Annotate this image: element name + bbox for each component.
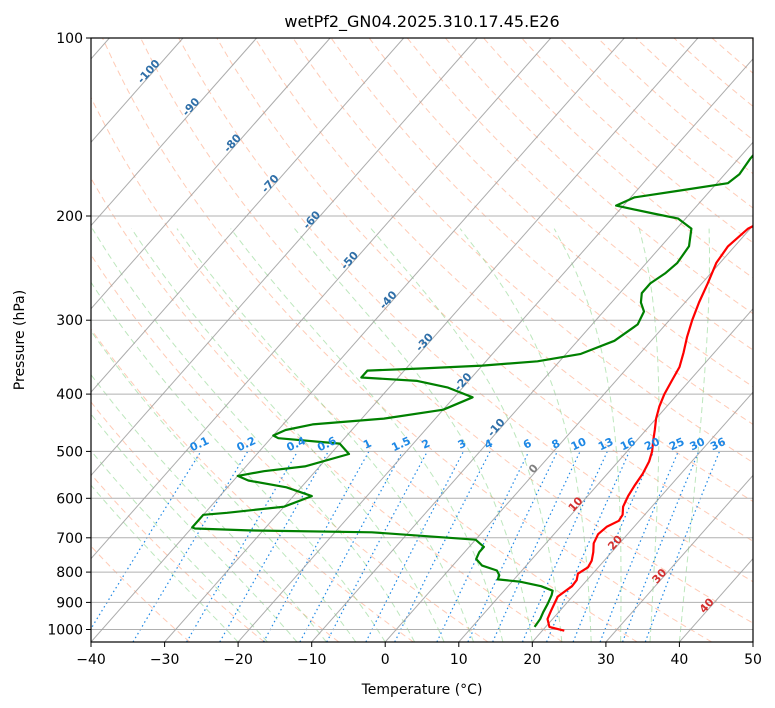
dry-adiabat-line bbox=[91, 401, 340, 642]
isotherm-line bbox=[311, 141, 753, 642]
x-tick-label: −30 bbox=[150, 652, 180, 668]
x-tick-label: 40 bbox=[670, 652, 688, 668]
x-tick-label: 10 bbox=[450, 652, 468, 668]
y-tick-label: 600 bbox=[56, 491, 83, 507]
isotherm-line bbox=[91, 38, 552, 560]
isotherm-line bbox=[91, 38, 405, 393]
dry-adiabat-line bbox=[91, 254, 489, 642]
dry-adiabat-line bbox=[330, 38, 753, 425]
x-tick-label: −10 bbox=[297, 652, 327, 668]
moist-adiabat-line bbox=[294, 228, 533, 642]
moist-adiabat-line bbox=[91, 484, 239, 642]
isotherm-line bbox=[384, 224, 753, 642]
sounding-profile-line bbox=[191, 153, 753, 628]
mixing-ratio-label: 10 bbox=[569, 435, 589, 453]
moist-adiabat-line bbox=[230, 228, 504, 642]
x-tick-label: −20 bbox=[223, 652, 253, 668]
y-tick-label: 400 bbox=[56, 387, 83, 403]
thermo-guide-lines bbox=[91, 38, 753, 642]
mixing-ratio-line bbox=[394, 451, 491, 642]
isotherm-line bbox=[91, 38, 331, 310]
moist-adiabat-line bbox=[678, 228, 711, 642]
y-tick-label: 1000 bbox=[47, 623, 83, 639]
sounding-profile-line bbox=[546, 224, 753, 632]
mixing-ratio-label: 25 bbox=[667, 435, 686, 453]
isotherm-line bbox=[91, 38, 184, 143]
dry-adiabat-line bbox=[91, 177, 563, 642]
mixing-ratio-label: 36 bbox=[708, 435, 728, 453]
x-tick-label: 0 bbox=[381, 652, 390, 668]
moist-adiabat-line bbox=[91, 281, 386, 642]
plot-frame bbox=[90, 37, 754, 643]
mixing-ratio-label: 30 bbox=[688, 435, 708, 453]
isotherm-line bbox=[91, 38, 625, 642]
moist-adiabat-line bbox=[91, 450, 268, 642]
sounding-profiles bbox=[191, 153, 753, 632]
dry-adiabat-line bbox=[140, 38, 753, 624]
y-tick-label: 700 bbox=[56, 531, 83, 547]
dry-adiabat-line bbox=[178, 38, 753, 583]
gridlines bbox=[91, 38, 753, 630]
mixing-ratio-line bbox=[467, 451, 558, 642]
chart-title: wetPf2_GN04.2025.310.17.45.E26 bbox=[284, 12, 559, 32]
moist-adiabat-line bbox=[553, 228, 622, 642]
moist-adiabat-line bbox=[638, 228, 660, 642]
mixing-ratio-line bbox=[436, 451, 530, 642]
dry-adiabat-line bbox=[254, 38, 753, 503]
dry-adiabat-line bbox=[91, 545, 191, 642]
dry-adiabat-line bbox=[406, 38, 753, 351]
mixing-ratio-line bbox=[91, 451, 202, 630]
dry-adiabat-line bbox=[91, 96, 638, 642]
x-axis-title: Temperature (°C) bbox=[361, 682, 483, 698]
mixing-ratio-label: 20 bbox=[642, 435, 662, 453]
mixing-ratio-label: 13 bbox=[596, 435, 615, 453]
isotherm-line bbox=[91, 38, 478, 477]
dry-adiabat-line bbox=[91, 473, 265, 642]
y-tick-label: 300 bbox=[56, 313, 83, 329]
x-tick-label: −40 bbox=[76, 652, 106, 668]
y-tick-label: 800 bbox=[56, 565, 83, 581]
moist-adiabat-line bbox=[176, 228, 474, 642]
mixing-ratio-label: 16 bbox=[618, 435, 638, 453]
moist-adiabat-line bbox=[459, 228, 592, 642]
skewed-isotherms bbox=[91, 38, 753, 642]
y-tick-label: 500 bbox=[56, 444, 83, 460]
dry-adiabat-line bbox=[368, 38, 753, 388]
mixing-ratio-line bbox=[299, 451, 404, 642]
y-tick-label: 100 bbox=[56, 31, 83, 47]
isotherm-line bbox=[605, 474, 753, 642]
isotherm-line bbox=[458, 308, 753, 642]
y-tick-label: 900 bbox=[56, 595, 83, 611]
moist-adiabat-line bbox=[370, 228, 563, 642]
x-tick-label: 20 bbox=[523, 652, 541, 668]
isotherm-line bbox=[237, 58, 753, 642]
dry-adiabat-line bbox=[749, 38, 753, 42]
mixing-ratio-line bbox=[186, 451, 299, 642]
isotherm-line bbox=[91, 38, 257, 227]
x-tick-label: 30 bbox=[597, 652, 615, 668]
isotherm-line bbox=[164, 38, 699, 642]
isotherm-line bbox=[531, 391, 753, 642]
moist-adiabat-line bbox=[131, 228, 445, 642]
axis-ticks: −40 −30 −20 −10 0 10 20 30 40 50 100 200 300 400 500 60… bbox=[47, 31, 762, 668]
x-tick-label: 50 bbox=[744, 652, 762, 668]
mixing-ratio-line bbox=[644, 451, 721, 642]
moist-adiabat-line bbox=[91, 228, 416, 642]
dry-adiabat-line bbox=[102, 38, 713, 642]
plot-area-background bbox=[91, 38, 753, 642]
y-tick-label: 200 bbox=[56, 209, 83, 225]
mixing-ratio-line bbox=[622, 451, 700, 642]
dry-adiabat-line bbox=[292, 38, 753, 464]
isotherm-line bbox=[752, 641, 753, 642]
y-axis-title: Pressure (hPa) bbox=[12, 290, 28, 390]
